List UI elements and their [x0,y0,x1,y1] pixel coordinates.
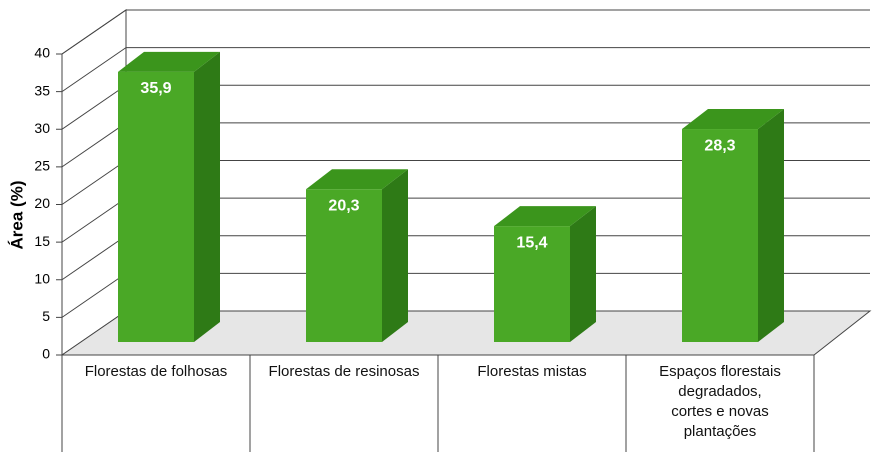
bar-side [758,109,784,342]
x-tick-label: Florestas de resinosas [268,363,420,380]
x-tick-label: Espaços florestais degradados, cortes e … [659,363,781,440]
y-axis-label: Área (%) [7,181,26,250]
x-tick-label: Florestas de folhosas [84,363,228,380]
value-label: 35,9 [140,80,171,97]
y-tick-label: 20 [34,195,50,211]
y-tick-label: 5 [42,308,50,324]
value-label: 20,3 [328,197,359,214]
grid-line [61,122,127,168]
grid-line [61,160,127,205]
y-tick-label: 15 [34,233,50,249]
y-tick-label: 30 [34,120,50,136]
bar-side [570,206,596,342]
grid-line [61,47,127,93]
bar [118,71,194,342]
grid-line [61,84,127,130]
y-tick-label: 10 [34,270,50,286]
value-label: 15,4 [516,234,547,251]
bar-top [118,51,220,72]
x-tick-label: Florestas mistas [477,363,587,380]
y-tick-label: 35 [34,82,50,98]
grid-line [61,235,127,281]
bar-side [382,169,408,342]
bar [682,129,758,342]
floor [60,310,872,356]
grid-line [61,272,127,318]
grid-line [61,9,127,55]
bar [494,226,570,342]
bar-top [494,206,596,227]
bar-top [306,169,408,190]
grid-line [61,197,127,243]
value-label: 28,3 [704,137,735,154]
y-tick-label: 40 [34,45,50,61]
bar-side [194,51,220,342]
y-tick-label: 0 [42,346,50,362]
bar-top [682,109,784,130]
bar [306,189,382,342]
y-tick-label: 25 [34,158,50,174]
